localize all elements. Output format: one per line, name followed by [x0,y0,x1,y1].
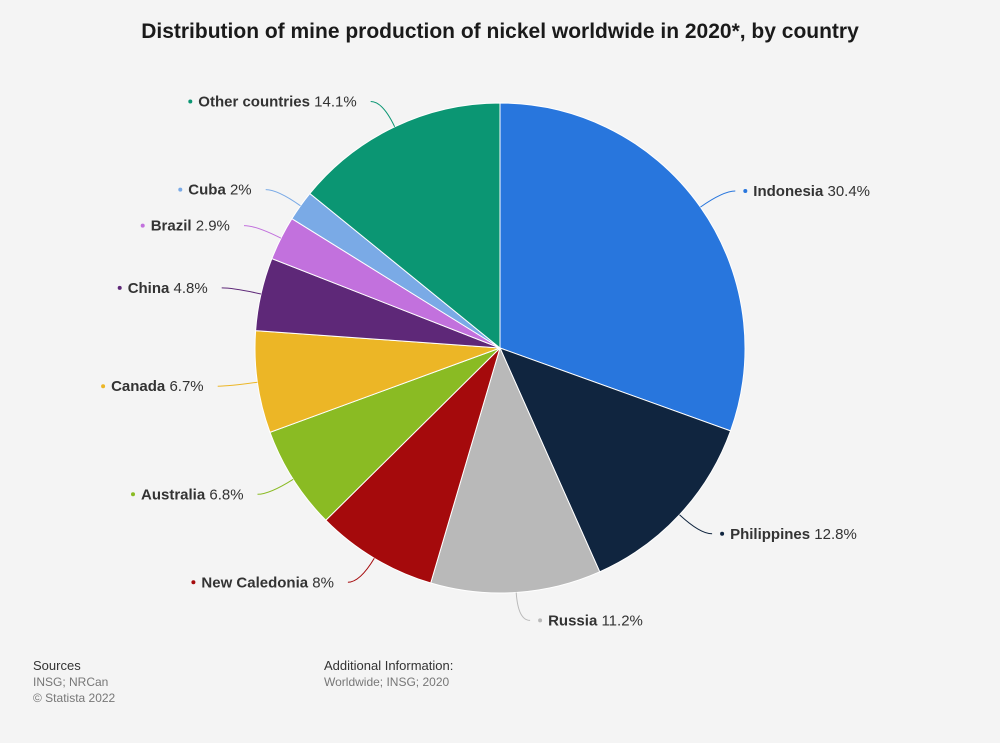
slice-label-australia: Australia 6.8% [141,486,244,503]
sources-text: INSG; NRCan [33,675,109,689]
slice-label-value: 14.1% [314,94,357,111]
slice-label-value: 8% [312,574,334,591]
copyright-text: © Statista 2022 [33,691,116,705]
slice-labels: Indonesia 30.4% Philippines 12.8% Russia 1… [101,94,870,629]
slice-label-china: China 4.8% [128,280,208,297]
slice-label-new-caledonia: New Caledonia 8% [201,574,334,591]
label-bullet-brazil [140,223,145,228]
leader-line-other-countries [370,101,396,128]
leader-line-canada [217,381,258,387]
sources-heading: Sources [33,658,81,673]
slice-label-value: 4.8% [174,280,208,297]
label-bullet-cuba [178,187,183,192]
leader-line-brazil [243,225,282,239]
slice-label-name: New Caledonia [201,574,312,591]
slice-label-name: Brazil [151,218,196,235]
slice-label-other-countries: Other countries 14.1% [198,94,356,111]
slice-label-value: 11.2% [601,612,642,629]
chart-title: Distribution of mine production of nicke… [141,20,859,43]
leader-line-china [221,287,262,295]
slice-label-value: 30.4% [827,183,870,200]
slice-label-russia: Russia 11.2% [548,612,643,629]
label-bullet-other-countries [188,99,193,104]
slice-label-value: 2.9% [196,218,230,235]
label-bullet-indonesia [743,189,748,193]
label-bullet-china [117,285,122,290]
slice-label-name: China [128,280,174,297]
slice-label-value: 2% [230,182,252,199]
slice-label-name: Canada [111,378,169,395]
slice-label-cuba: Cuba 2% [188,182,251,199]
slice-label-value: 6.8% [209,486,243,503]
sources-block: Sources INSG; NRCan © Statista 2022 [33,658,115,706]
pie-slices [254,102,746,594]
slice-label-name: Australia [141,486,209,503]
slice-label-indonesia: Indonesia 30.4% [753,183,870,200]
additional-info-block: Additional Information: Worldwide; INSG;… [324,658,453,690]
slice-label-name: Indonesia [753,183,827,200]
leader-line-russia [515,592,531,621]
slice-label-name: Philippines [730,526,814,543]
leader-line-philippines [679,514,713,535]
slice-label-brazil: Brazil 2.9% [151,218,230,235]
slice-label-philippines: Philippines 12.8% [730,526,857,543]
leader-line-new-caledonia [347,558,375,583]
slice-label-canada: Canada 6.7% [111,378,204,395]
slice-label-value: 12.8% [814,526,857,543]
additional-info-text: Worldwide; INSG; 2020 [324,675,450,689]
label-bullet-canada [101,384,106,389]
leader-line-australia [257,478,294,495]
leader-lines [217,101,736,621]
leader-line-cuba [265,189,301,207]
slice-label-value: 6.7% [169,378,203,395]
pie-slice-new-caledonia[interactable] [325,347,501,584]
slice-label-name: Other countries [198,94,314,111]
slice-label-name: Russia [548,612,601,629]
label-bullet-philippines [720,531,725,536]
label-bullet-russia [538,618,543,623]
label-bullet-australia [131,492,135,497]
pie-slice-other-countries[interactable] [309,102,501,350]
pie-slice-australia[interactable] [269,347,501,521]
pie-slice-russia[interactable] [430,346,601,594]
leader-line-indonesia [700,190,736,208]
slice-label-name: Cuba [188,182,230,199]
additional-info-heading: Additional Information: [324,658,454,673]
label-bullet-new-caledonia [191,580,196,585]
